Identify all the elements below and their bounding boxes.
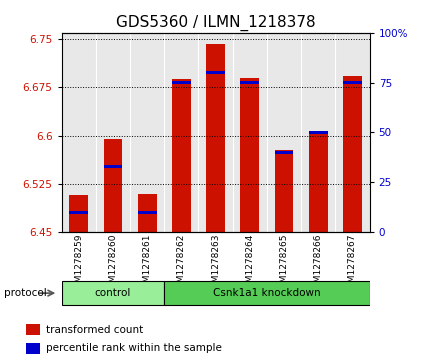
- Bar: [309, 131, 328, 232]
- Bar: [275, 150, 293, 232]
- FancyBboxPatch shape: [164, 281, 370, 305]
- Bar: [103, 139, 122, 232]
- FancyBboxPatch shape: [62, 281, 164, 305]
- Text: protocol: protocol: [4, 288, 47, 298]
- Bar: [343, 81, 362, 84]
- Text: percentile rank within the sample: percentile rank within the sample: [46, 343, 222, 354]
- Bar: [138, 194, 157, 232]
- Bar: [26, 324, 40, 335]
- Bar: [309, 131, 328, 134]
- Bar: [206, 71, 225, 74]
- Bar: [206, 44, 225, 232]
- Bar: [26, 343, 40, 354]
- Bar: [240, 81, 259, 84]
- Bar: [138, 211, 157, 214]
- Text: transformed count: transformed count: [46, 325, 143, 335]
- Bar: [172, 81, 191, 84]
- Bar: [70, 195, 88, 232]
- Title: GDS5360 / ILMN_1218378: GDS5360 / ILMN_1218378: [116, 15, 315, 31]
- Bar: [103, 165, 122, 168]
- Bar: [70, 211, 88, 214]
- Bar: [172, 79, 191, 232]
- Text: Csnk1a1 knockdown: Csnk1a1 knockdown: [213, 288, 321, 298]
- Text: control: control: [95, 288, 131, 298]
- Bar: [343, 77, 362, 232]
- Bar: [240, 78, 259, 232]
- Bar: [275, 151, 293, 154]
